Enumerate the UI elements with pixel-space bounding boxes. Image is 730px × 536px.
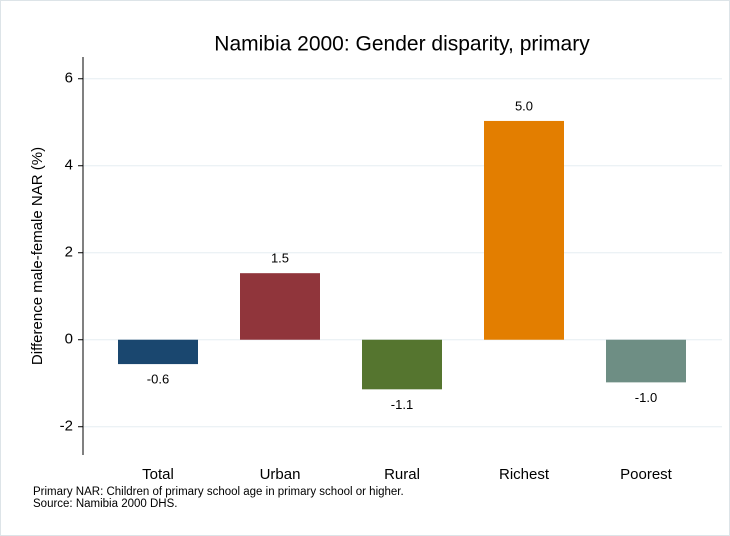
x-tick-label: Poorest — [620, 466, 673, 483]
x-tick-label: Total — [142, 466, 174, 483]
bar — [606, 339, 686, 383]
note: Primary NAR: Children of primary school … — [33, 486, 404, 498]
data-label: -0.6 — [147, 372, 169, 387]
data-label: 5.0 — [515, 98, 533, 113]
bar — [484, 120, 564, 340]
y-tick-label: -2 — [60, 418, 73, 435]
data-label: -1.0 — [635, 390, 657, 405]
x-tick-label: Urban — [260, 466, 301, 483]
y-tick-label: 2 — [65, 244, 73, 261]
bar — [118, 339, 198, 365]
y-tick-label: 0 — [65, 331, 73, 348]
bar — [240, 273, 320, 340]
y-tick-label: 6 — [65, 70, 73, 87]
bar — [362, 339, 442, 390]
y-axis-label: Difference male-female NAR (%) — [29, 147, 46, 365]
chart-title: Namibia 2000: Gender disparity, primary — [214, 33, 590, 56]
data-label: 1.5 — [271, 251, 289, 266]
x-tick-label: Rural — [384, 466, 420, 483]
note: Source: Namibia 2000 DHS. — [33, 498, 177, 510]
data-label: -1.1 — [391, 397, 413, 412]
x-tick-label: Richest — [499, 466, 550, 483]
y-tick-label: 4 — [65, 157, 73, 174]
